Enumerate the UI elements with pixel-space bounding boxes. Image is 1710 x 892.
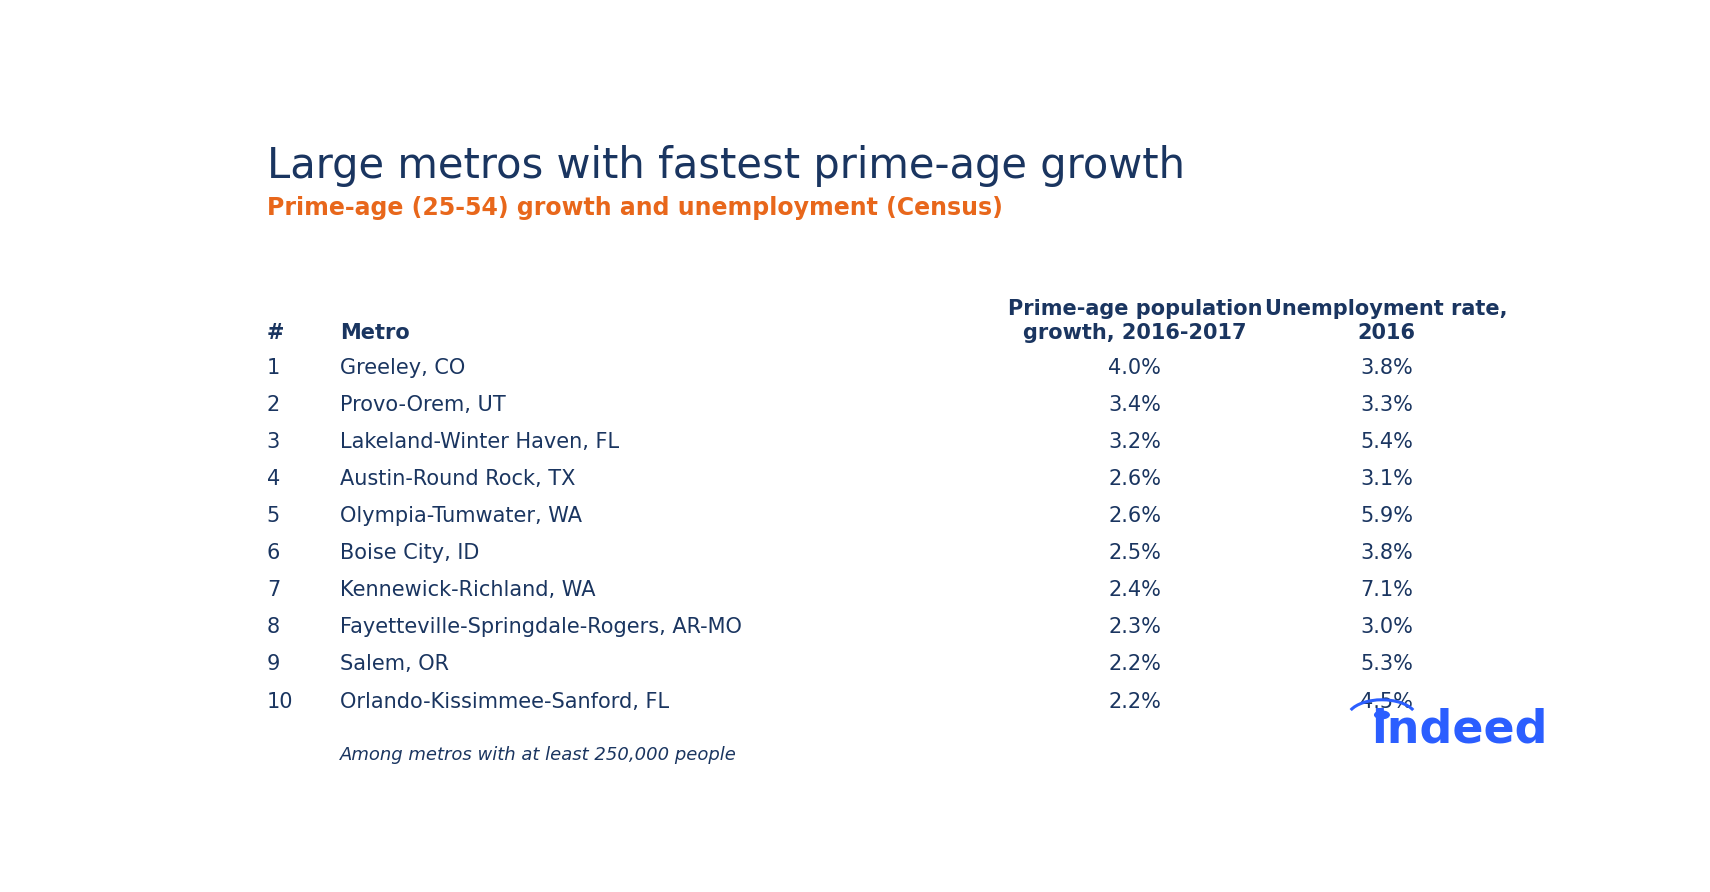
Text: 5.3%: 5.3% <box>1359 655 1412 674</box>
Text: 9: 9 <box>267 655 280 674</box>
Text: 3.0%: 3.0% <box>1359 617 1412 638</box>
Text: Lakeland-Winter Haven, FL: Lakeland-Winter Haven, FL <box>340 432 619 452</box>
Text: 3.4%: 3.4% <box>1108 395 1161 415</box>
Text: 4: 4 <box>267 469 280 489</box>
Text: Large metros with fastest prime-age growth: Large metros with fastest prime-age grow… <box>267 145 1185 186</box>
Text: Salem, OR: Salem, OR <box>340 655 448 674</box>
Circle shape <box>1375 711 1389 719</box>
Text: Provo-Orem, UT: Provo-Orem, UT <box>340 395 506 415</box>
Text: growth, 2016-2017: growth, 2016-2017 <box>1023 324 1247 343</box>
Text: 5.9%: 5.9% <box>1359 506 1412 526</box>
Text: 2.3%: 2.3% <box>1108 617 1161 638</box>
Text: Fayetteville-Springdale-Rogers, AR-MO: Fayetteville-Springdale-Rogers, AR-MO <box>340 617 742 638</box>
Text: Austin-Round Rock, TX: Austin-Round Rock, TX <box>340 469 575 489</box>
Text: 3.3%: 3.3% <box>1359 395 1412 415</box>
Text: 3.1%: 3.1% <box>1359 469 1412 489</box>
Text: Orlando-Kissimmee-Sanford, FL: Orlando-Kissimmee-Sanford, FL <box>340 691 669 712</box>
Text: indeed: indeed <box>1371 707 1548 753</box>
Text: 3.2%: 3.2% <box>1108 432 1161 452</box>
Text: 3.8%: 3.8% <box>1359 543 1412 563</box>
Text: 2.5%: 2.5% <box>1108 543 1161 563</box>
Text: 7.1%: 7.1% <box>1359 581 1412 600</box>
Text: 2.2%: 2.2% <box>1108 655 1161 674</box>
Text: 2.6%: 2.6% <box>1108 506 1161 526</box>
Text: 5.4%: 5.4% <box>1359 432 1412 452</box>
Text: 3: 3 <box>267 432 280 452</box>
Text: 8: 8 <box>267 617 280 638</box>
Text: 2.4%: 2.4% <box>1108 581 1161 600</box>
Text: Boise City, ID: Boise City, ID <box>340 543 479 563</box>
Text: 2016: 2016 <box>1358 324 1416 343</box>
Text: 2.6%: 2.6% <box>1108 469 1161 489</box>
Text: 5: 5 <box>267 506 280 526</box>
Text: Prime-age population: Prime-age population <box>1007 300 1262 319</box>
Text: 3.8%: 3.8% <box>1359 358 1412 377</box>
Text: Greeley, CO: Greeley, CO <box>340 358 465 377</box>
Text: Metro: Metro <box>340 324 409 343</box>
Text: Unemployment rate,: Unemployment rate, <box>1265 300 1508 319</box>
Text: #: # <box>267 324 284 343</box>
Text: Prime-age (25-54) growth and unemployment (Census): Prime-age (25-54) growth and unemploymen… <box>267 196 1002 220</box>
Text: 1: 1 <box>267 358 280 377</box>
Text: Among metros with at least 250,000 people: Among metros with at least 250,000 peopl… <box>340 746 737 764</box>
Text: 6: 6 <box>267 543 280 563</box>
Text: 7: 7 <box>267 581 280 600</box>
Text: 10: 10 <box>267 691 292 712</box>
Text: Olympia-Tumwater, WA: Olympia-Tumwater, WA <box>340 506 581 526</box>
Text: 2: 2 <box>267 395 280 415</box>
Text: 4.0%: 4.0% <box>1108 358 1161 377</box>
Text: Kennewick-Richland, WA: Kennewick-Richland, WA <box>340 581 595 600</box>
Text: 2.2%: 2.2% <box>1108 691 1161 712</box>
Text: 4.5%: 4.5% <box>1359 691 1412 712</box>
